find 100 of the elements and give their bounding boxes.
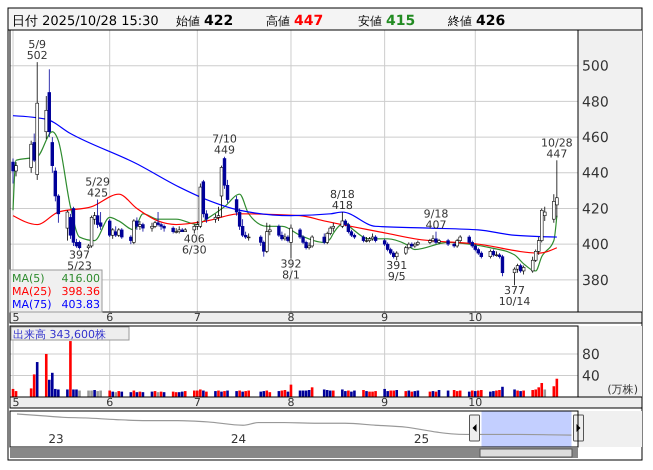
candlestick	[132, 218, 136, 245]
bar	[44, 354, 48, 397]
bar	[193, 390, 196, 397]
candlestick	[120, 228, 124, 240]
bar	[132, 390, 136, 397]
y-tick-label: 480	[582, 94, 609, 110]
y-tick-label: 80	[582, 346, 600, 363]
x-tick-label: 9	[381, 396, 388, 409]
candlestick	[96, 199, 100, 229]
y-tick-label: 400	[582, 237, 609, 254]
bar	[220, 392, 223, 397]
text: MA(75) 403.83	[12, 298, 100, 311]
candlestick	[310, 234, 314, 248]
bar	[286, 392, 290, 397]
x-tick-label: 24	[230, 432, 246, 446]
text: MA(25) 398.36	[12, 285, 100, 298]
bar	[543, 389, 546, 397]
x-tick-label: 8	[287, 311, 294, 324]
bar	[408, 390, 410, 397]
bar	[438, 390, 440, 397]
bar	[199, 389, 202, 397]
bar	[78, 390, 81, 397]
text: 終値 426	[447, 13, 506, 29]
candlestick	[156, 212, 160, 227]
annotation: 397 5/23	[67, 248, 92, 273]
text: 高値 447	[266, 13, 324, 29]
bar	[174, 392, 178, 397]
candlestick	[346, 222, 350, 234]
x-tick-label: 25	[414, 432, 430, 446]
candlestick	[500, 254, 504, 277]
bar	[136, 392, 138, 397]
bar	[353, 390, 356, 397]
bar	[416, 390, 420, 397]
bar	[238, 390, 241, 397]
bar	[304, 390, 308, 397]
bar	[266, 390, 268, 397]
bar	[223, 391, 226, 397]
y-tick-label: 40	[582, 368, 600, 384]
bar	[432, 391, 434, 397]
bar	[87, 390, 90, 397]
text: MA(5) 416.00	[12, 272, 100, 285]
bar	[501, 386, 504, 397]
bar	[36, 362, 38, 397]
candlestick	[512, 266, 516, 286]
candlestick	[322, 233, 326, 245]
x-tick-label: 6	[106, 396, 114, 409]
bar	[280, 390, 284, 397]
bar	[162, 392, 166, 397]
annotation: 406 6/30	[182, 232, 207, 256]
y-tick-label: 460	[582, 130, 609, 146]
bar	[226, 390, 229, 397]
x-tick-label: 9	[381, 311, 388, 324]
bar	[428, 392, 432, 397]
candlestick	[265, 222, 269, 254]
candlestick	[111, 228, 114, 240]
bar	[150, 392, 154, 397]
bar	[477, 390, 480, 397]
bar	[362, 390, 365, 397]
bar	[302, 390, 304, 397]
x-tick-label: 10	[468, 396, 482, 409]
bar	[14, 391, 18, 397]
x-tick-label: 7	[194, 311, 201, 324]
bar	[268, 392, 272, 397]
bar	[156, 392, 160, 397]
candlestick	[135, 217, 139, 230]
bar	[290, 384, 292, 397]
annotation: 5/9 502	[26, 38, 48, 62]
candlestick	[66, 210, 70, 242]
bar	[522, 390, 525, 397]
bar	[446, 390, 450, 397]
bar	[178, 392, 180, 397]
y-tick-label: 420	[582, 201, 609, 218]
annotation: 5/29 425	[85, 176, 110, 200]
bar	[495, 390, 498, 397]
y-tick-label: 380	[582, 272, 609, 289]
bar	[434, 392, 438, 397]
bar	[556, 378, 558, 397]
bar	[322, 389, 326, 397]
candlestick	[29, 140, 33, 174]
candlestick	[108, 218, 112, 238]
annotation: 7/10 449	[212, 132, 237, 157]
bar	[341, 389, 344, 397]
bar	[458, 390, 462, 397]
bar	[75, 389, 78, 397]
bar	[368, 392, 371, 397]
y-tick-label: 440	[582, 166, 609, 182]
bar	[540, 383, 544, 397]
chart-title: 出来高 343,600株	[13, 328, 106, 341]
bar	[332, 390, 335, 397]
bar	[72, 389, 75, 397]
x-tick-label: 8	[287, 396, 294, 409]
x-tick-label: 23	[48, 432, 64, 446]
text: 安値 415	[358, 13, 416, 29]
y-tick-label: 500	[582, 58, 609, 75]
bar	[389, 390, 392, 397]
bar	[513, 389, 516, 397]
y-axis-title: (万株)	[607, 383, 638, 396]
bar	[12, 388, 14, 397]
bar	[470, 390, 474, 397]
x-tick-label: 10	[468, 311, 482, 324]
